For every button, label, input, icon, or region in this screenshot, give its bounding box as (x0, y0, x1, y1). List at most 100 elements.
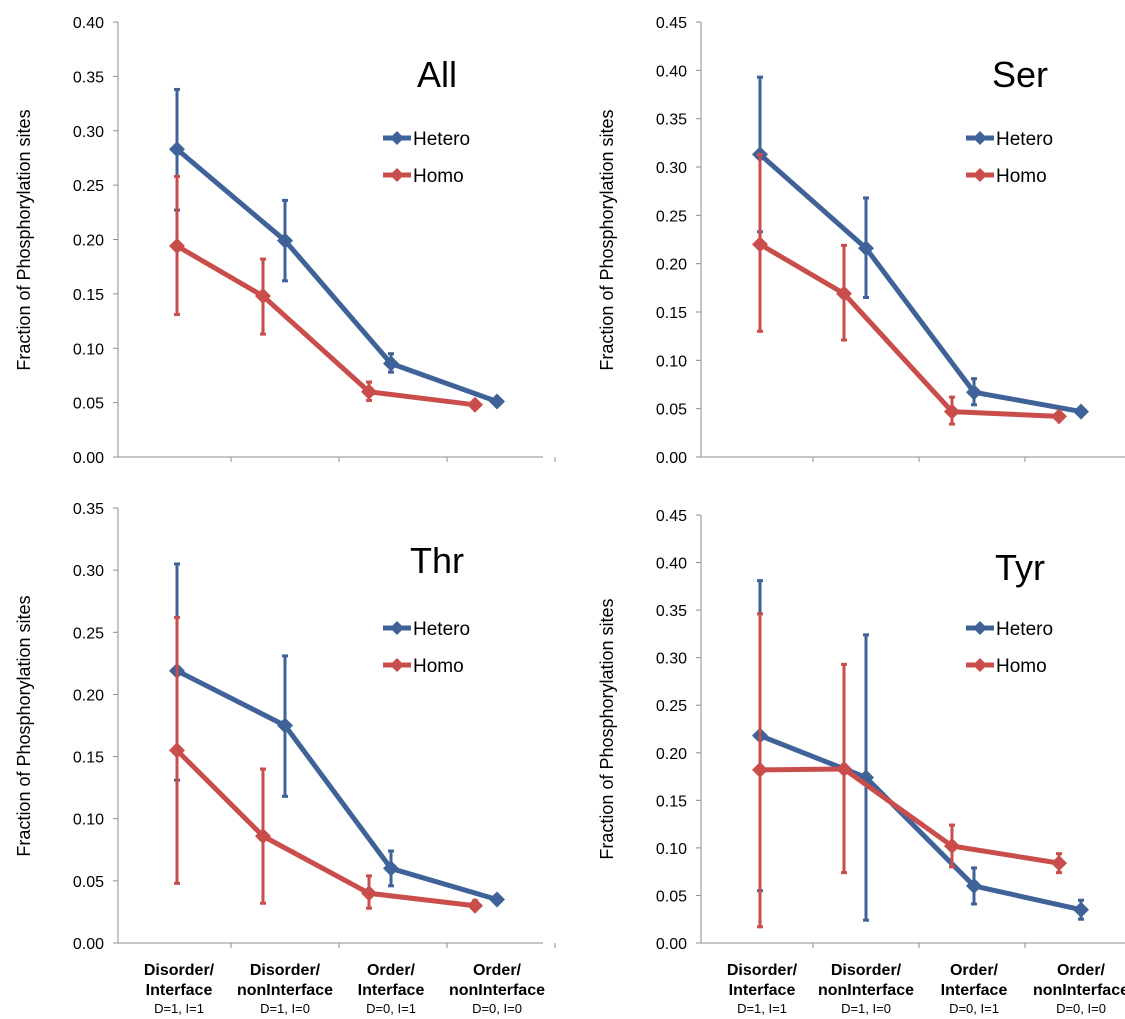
panel-title: Thr (410, 540, 464, 581)
data-point (836, 760, 852, 777)
data-point (1073, 901, 1089, 918)
x-category-line2: Interface (941, 982, 1008, 999)
y-axis-label: Fraction of Phosphorylation sites (597, 598, 617, 859)
chart-panel-thr: 0.00 0.05 0.10 0.15 0.20 0.25 0.30 0.35 Fraction… (14, 501, 556, 1016)
y-tick-label: 0.40 (656, 556, 687, 573)
x-category-line2: Interface (146, 982, 213, 999)
y-tick-label: 0.10 (73, 341, 104, 358)
x-category-line3: D=0, I=1 (366, 1001, 416, 1016)
x-category-line1: Disorder/ (144, 962, 215, 979)
legend-label: Hetero (996, 619, 1053, 640)
data-point (1051, 408, 1067, 425)
y-axis-label: Fraction of Phosphorylation sites (14, 595, 34, 856)
y-tick-label: 0.30 (656, 651, 687, 668)
y-axis-label: Fraction of Phosphorylation sites (597, 109, 617, 370)
y-tick-label: 0.00 (73, 450, 104, 467)
legend-label: Homo (996, 166, 1047, 187)
y-tick-label: 0.05 (656, 888, 687, 905)
data-point (361, 383, 377, 400)
data-point (169, 238, 185, 255)
series-line (758, 152, 1082, 415)
data-point (944, 403, 960, 420)
x-category-line3: D=0, I=1 (949, 1001, 999, 1016)
y-tick-label: 0.00 (656, 450, 687, 467)
series-line (175, 147, 498, 404)
y-tick-label: 0.20 (73, 687, 104, 704)
y-tick-label: 0.35 (73, 501, 104, 518)
x-category-line1: Order/ (1057, 962, 1106, 979)
data-point (489, 393, 505, 410)
data-point (255, 288, 271, 305)
y-tick-label: 0.10 (656, 353, 687, 370)
x-category-line2: nonInterface (818, 982, 914, 999)
data-point (467, 396, 483, 413)
data-point (752, 236, 768, 253)
y-tick-label: 0.30 (73, 124, 104, 141)
series-line (759, 733, 1082, 913)
panel-title: Ser (992, 54, 1048, 95)
chart-panel-ser: 0.00 0.05 0.10 0.15 0.20 0.25 0.30 0.35 0.40 0.45… (597, 15, 1125, 467)
y-tick-label: 0.45 (656, 15, 687, 32)
legend-marker (390, 131, 404, 145)
series-line (758, 242, 1060, 419)
legend-label: Homo (413, 166, 464, 187)
x-category-line1: Disorder/ (250, 962, 321, 979)
legend-label: Hetero (996, 129, 1053, 150)
x-category-line1: Disorder/ (727, 962, 798, 979)
y-tick-label: 0.25 (73, 178, 104, 195)
panel-title: Tyr (995, 547, 1045, 588)
y-tick-label: 0.25 (656, 698, 687, 715)
y-tick-label: 0.35 (656, 112, 687, 129)
series-homo (752, 612, 1067, 929)
y-tick-label: 0.20 (73, 233, 104, 250)
y-tick-label: 0.15 (73, 750, 104, 767)
series-line (175, 748, 476, 909)
data-point (277, 232, 293, 249)
y-tick-label: 0.15 (656, 305, 687, 322)
x-category-line1: Disorder/ (831, 962, 902, 979)
y-tick-label: 0.35 (73, 69, 104, 86)
x-category-line1: Order/ (950, 962, 999, 979)
x-category-line3: D=1, I=0 (260, 1001, 310, 1016)
chart-panel-tyr: 0.00 0.05 0.10 0.15 0.20 0.25 0.30 0.35 0.40 0.45… (597, 508, 1125, 1016)
x-category-line3: D=0, I=0 (472, 1001, 522, 1016)
y-tick-label: 0.10 (73, 812, 104, 829)
x-category-line2: Interface (729, 982, 796, 999)
data-point (489, 891, 505, 908)
y-tick-label: 0.40 (656, 63, 687, 80)
data-point (169, 742, 185, 759)
panel-title: All (417, 54, 457, 95)
data-point (361, 885, 377, 902)
y-tick-label: 0.30 (656, 160, 687, 177)
data-point (255, 828, 271, 845)
legend-label: Homo (996, 656, 1047, 677)
y-tick-label: 0.20 (656, 257, 687, 274)
data-point (836, 285, 852, 302)
y-tick-label: 0.30 (73, 563, 104, 580)
x-category-line1: Order/ (367, 962, 416, 979)
x-category-line2: nonInterface (1033, 982, 1125, 999)
y-tick-label: 0.05 (73, 874, 104, 891)
legend-marker (390, 621, 404, 635)
series-homo (169, 615, 483, 914)
legend-label: Hetero (413, 129, 470, 150)
series-line (175, 668, 498, 902)
y-tick-label: 0.00 (656, 936, 687, 953)
series-homo (169, 174, 483, 413)
data-point (966, 384, 982, 401)
data-point (467, 897, 483, 914)
y-tick-label: 0.15 (656, 793, 687, 810)
data-point (383, 860, 399, 877)
x-category-line3: D=1, I=1 (154, 1001, 204, 1016)
series-homo (752, 152, 1067, 426)
data-point (277, 717, 293, 734)
y-tick-label: 0.35 (656, 603, 687, 620)
x-category-line2: Interface (358, 982, 425, 999)
data-point (383, 355, 399, 372)
y-tick-label: 0.05 (656, 402, 687, 419)
legend-marker (390, 168, 404, 182)
data-point (169, 141, 185, 158)
y-tick-label: 0.15 (73, 287, 104, 304)
x-category-line2: nonInterface (449, 982, 545, 999)
